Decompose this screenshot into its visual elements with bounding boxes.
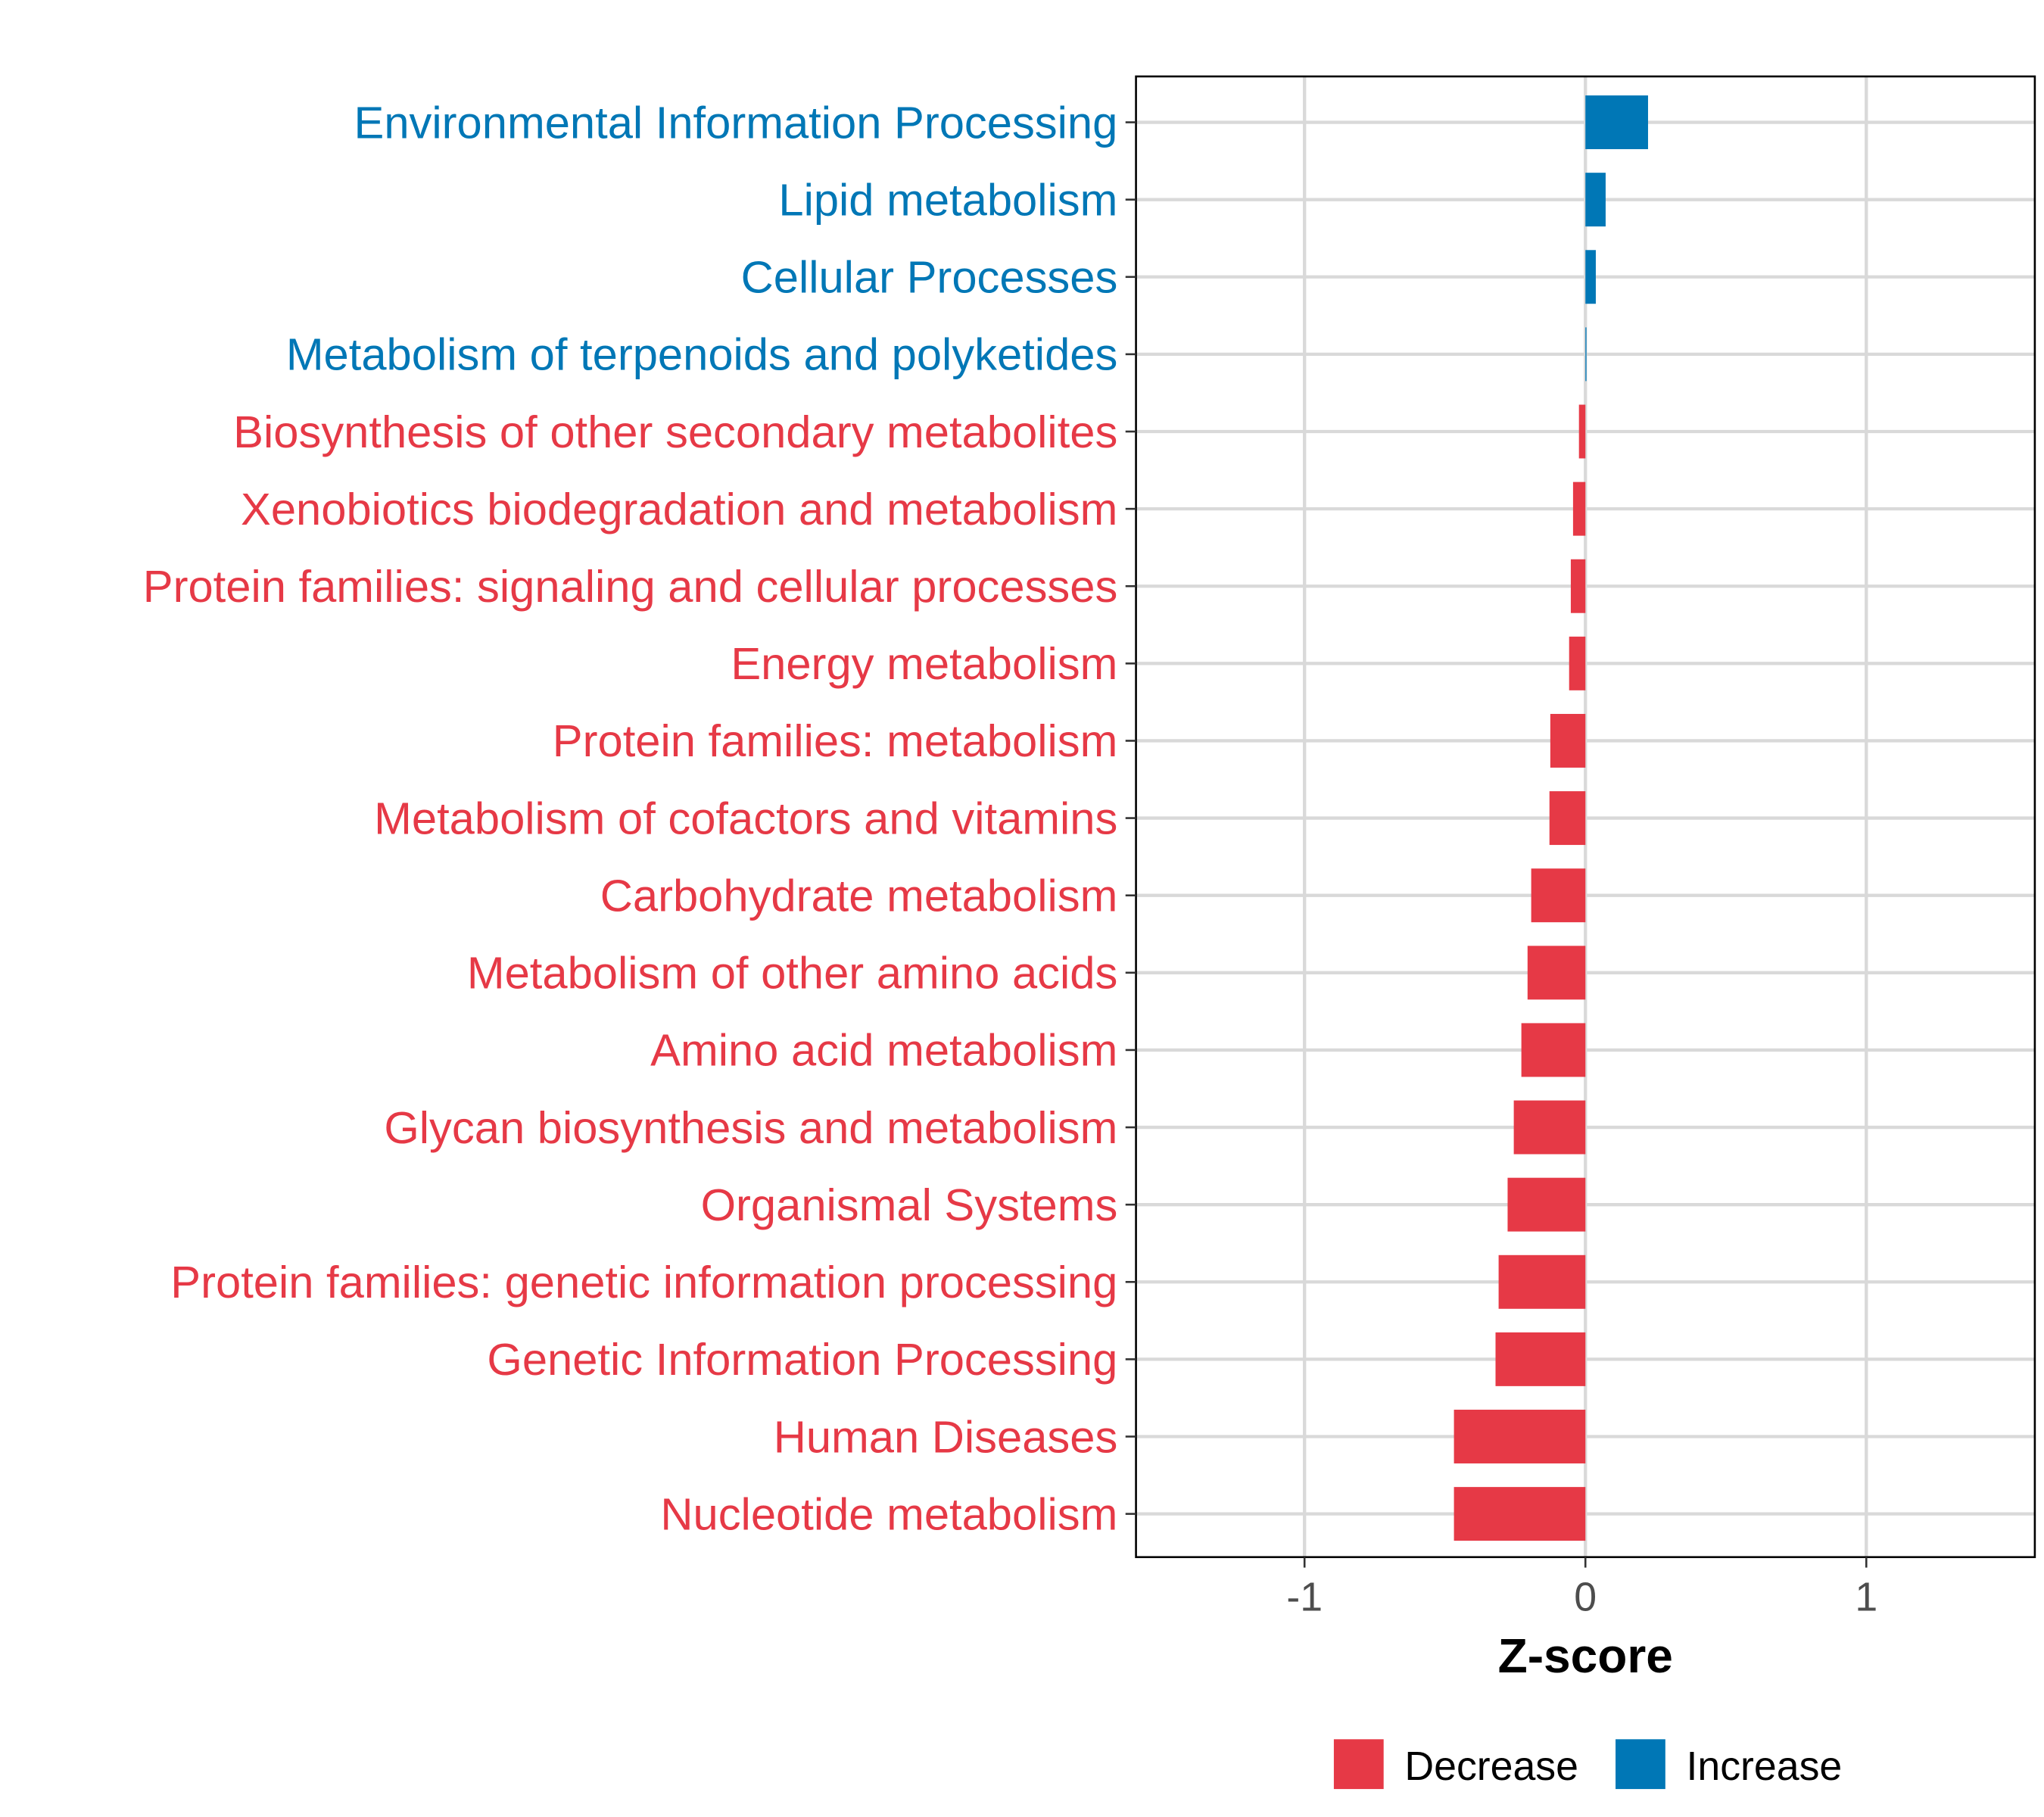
bar — [1569, 636, 1586, 690]
category-label: Xenobiotics biodegradation and metabolis… — [241, 484, 1117, 535]
bar — [1454, 1487, 1586, 1541]
category-label: Metabolism of other amino acids — [467, 948, 1117, 999]
category-label: Protein families: signaling and cellular… — [143, 561, 1118, 612]
category-labels: Environmental Information Processing Lipi… — [143, 97, 1136, 1539]
bar — [1498, 1254, 1586, 1309]
x-axis-title: Z-score — [1498, 1628, 1673, 1683]
x-tick-label: 1 — [1855, 1575, 1877, 1620]
legend-label-increase: Increase — [1686, 1744, 1842, 1789]
category-label: Biosynthesis of other secondary metaboli… — [233, 407, 1117, 457]
bar — [1585, 95, 1648, 150]
bar — [1454, 1410, 1586, 1463]
category-label: Metabolism of terpenoids and polyketides — [286, 329, 1118, 380]
bar — [1507, 1177, 1586, 1232]
bar — [1572, 482, 1586, 536]
bar — [1585, 173, 1606, 227]
x-tick-label: -1 — [1286, 1575, 1323, 1620]
legend-swatch-decrease — [1333, 1739, 1384, 1790]
bar — [1549, 791, 1586, 846]
category-label: Protein families: metabolism — [553, 715, 1118, 766]
bar — [1495, 1332, 1586, 1386]
x-axis-ticks: -1 0 1 — [1286, 1557, 1877, 1620]
x-tick-label: 0 — [1574, 1575, 1597, 1620]
bar — [1585, 327, 1587, 382]
bar — [1527, 946, 1586, 1000]
bar — [1570, 559, 1586, 613]
bar — [1585, 250, 1596, 304]
legend-swatch-increase — [1616, 1739, 1665, 1790]
category-label: Environmental Information Processing — [354, 97, 1118, 148]
category-label: Carbohydrate metabolism — [600, 870, 1118, 921]
legend-label-decrease: Decrease — [1404, 1744, 1578, 1789]
category-label: Human Diseases — [774, 1411, 1118, 1462]
category-label: Metabolism of cofactors and vitamins — [374, 793, 1117, 843]
category-label: Amino acid metabolism — [650, 1025, 1117, 1076]
bar — [1550, 713, 1586, 768]
category-label: Energy metabolism — [731, 638, 1117, 689]
category-label: Protein families: genetic information pr… — [170, 1257, 1117, 1307]
category-label: Lipid metabolism — [778, 174, 1117, 225]
bars — [1454, 95, 1648, 1541]
legend: Decrease Increase — [1333, 1739, 1842, 1790]
category-label: Glycan biosynthesis and metabolism — [384, 1102, 1117, 1153]
bar — [1521, 1023, 1586, 1077]
bar — [1578, 404, 1586, 459]
category-label: Genetic Information Processing — [487, 1334, 1117, 1385]
category-label: Organismal Systems — [701, 1180, 1118, 1230]
bar — [1531, 868, 1586, 923]
category-label: Nucleotide metabolism — [660, 1488, 1117, 1539]
category-label: Cellular Processes — [741, 252, 1118, 303]
bar — [1513, 1100, 1586, 1155]
